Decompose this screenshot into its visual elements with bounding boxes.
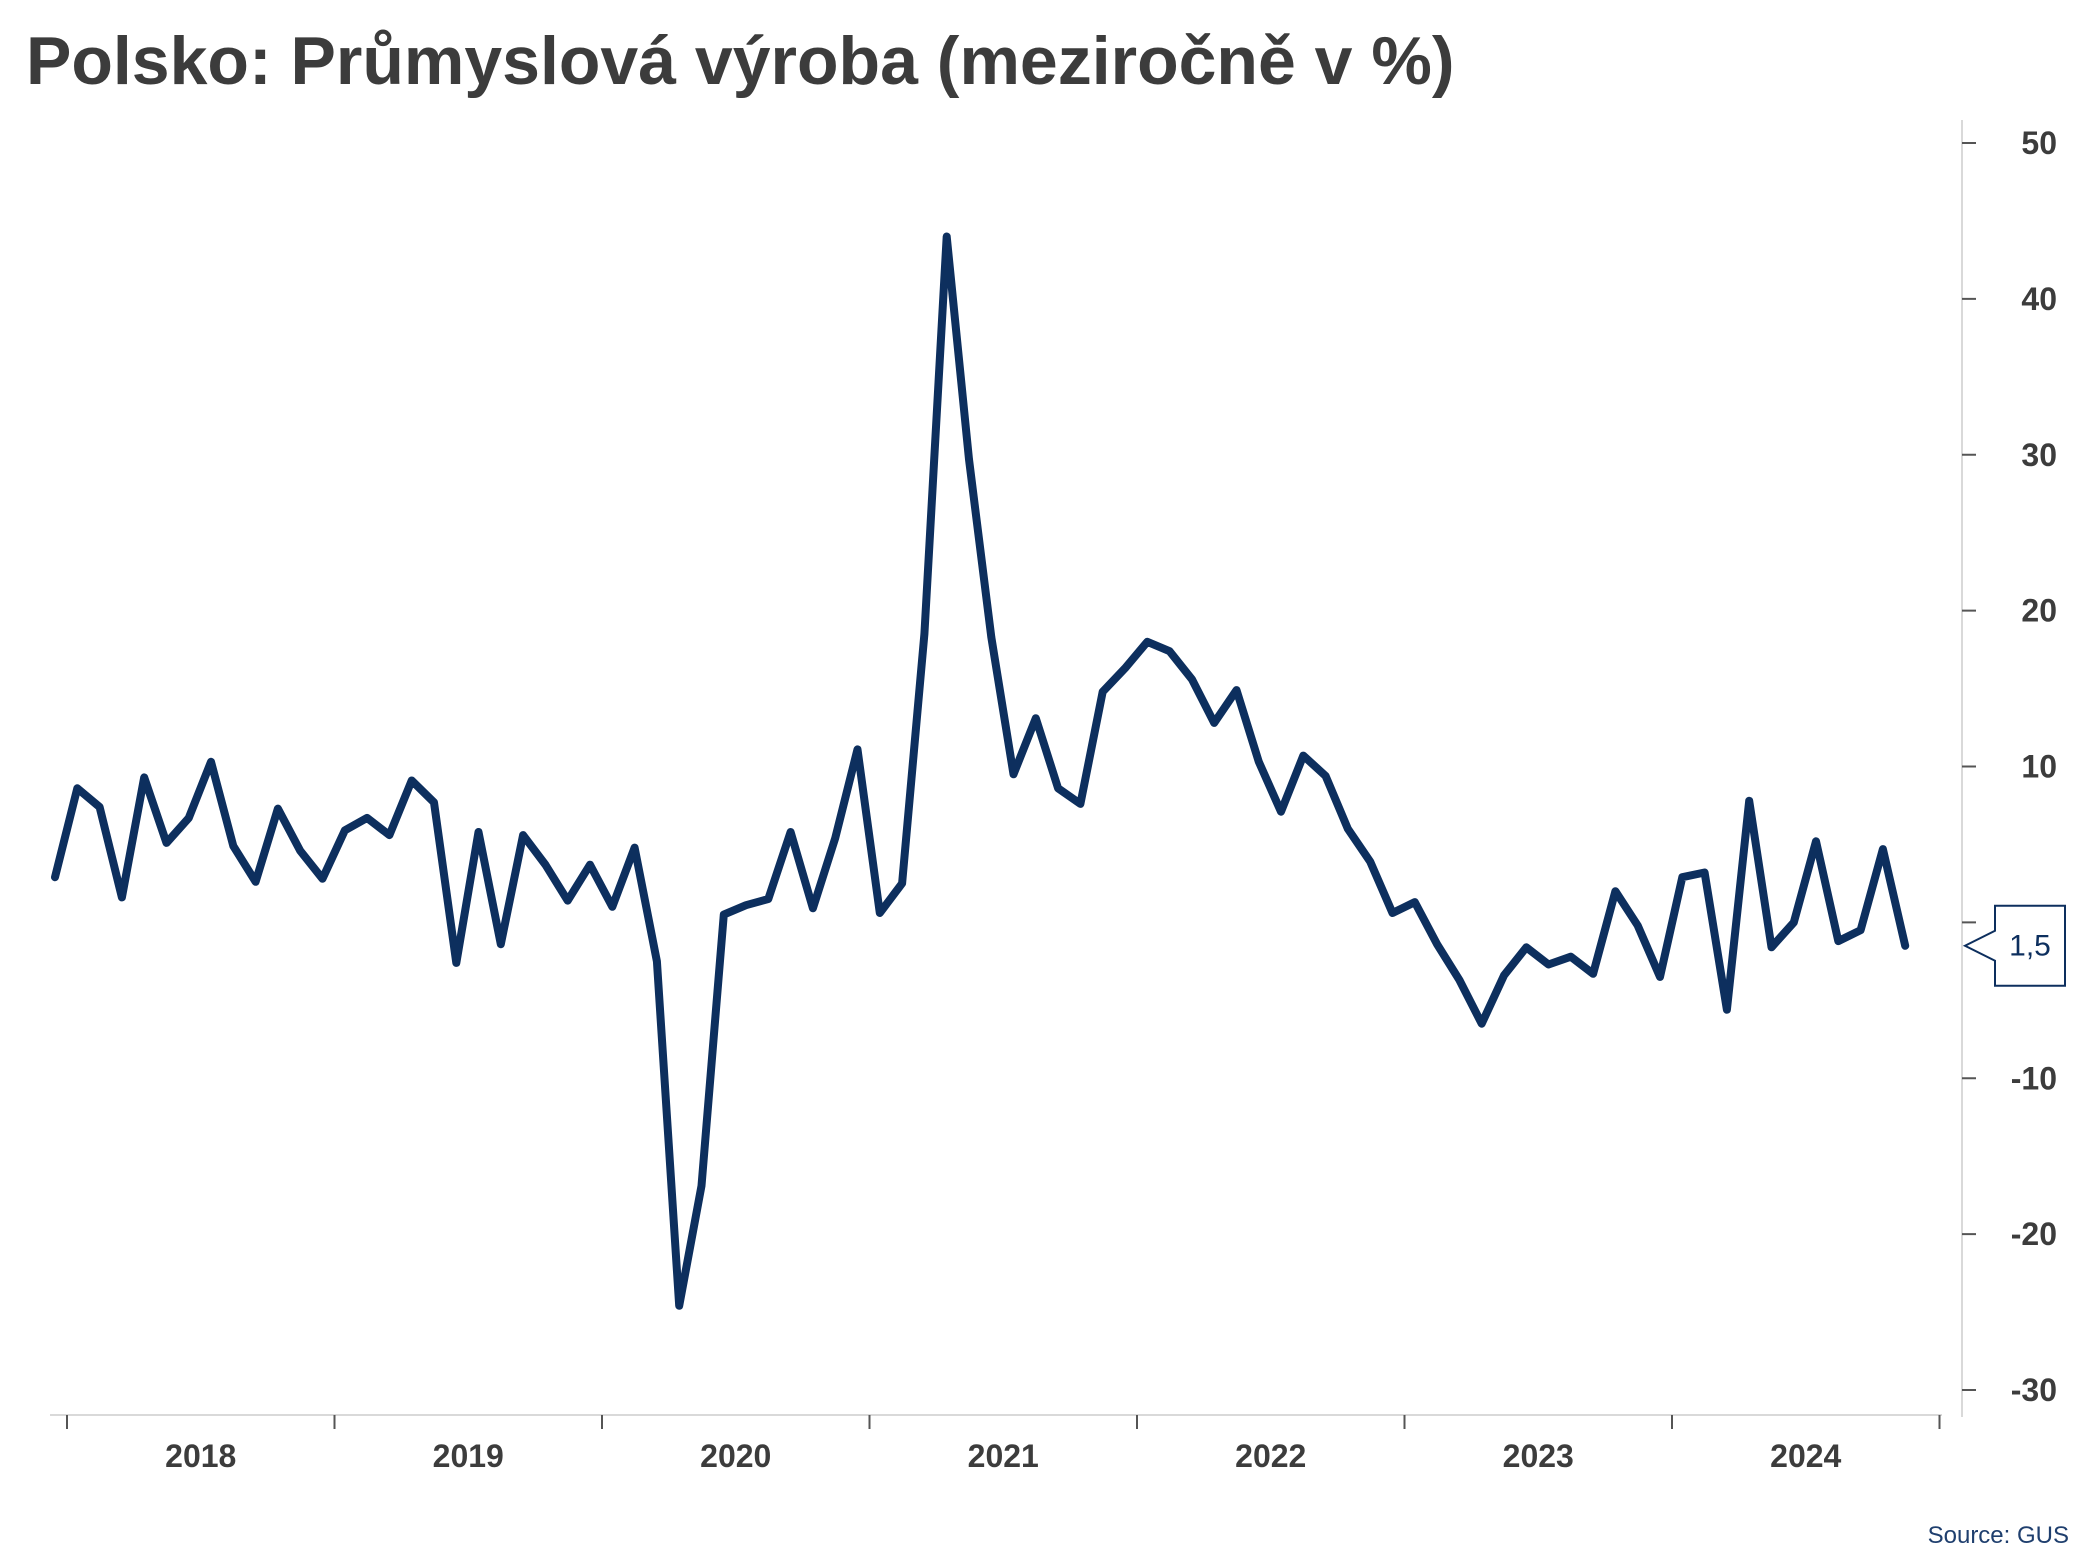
x-tick-label: 2023 [1503,1438,1574,1474]
y-tick-label: 10 [2021,749,2057,785]
y-tick-label: 20 [2021,593,2057,629]
last-value-callout: 1,5 [1962,904,2066,987]
y-tick-label: -20 [2011,1216,2057,1252]
y-tick-label: 40 [2021,281,2057,317]
y-tick-label: -30 [2011,1372,2057,1408]
x-tick-label: 2020 [700,1438,771,1474]
series-line [51,232,1910,1310]
x-axis: 2018 2019 2020 2021 2022 2023 2024 [50,1414,1942,1474]
x-tick-label: 2019 [433,1438,504,1474]
y-tick-label: 50 [2021,125,2057,161]
chart-title: Polsko: Průmyslová výroba (meziročně v %… [26,23,1455,99]
last-value-label: 1,5 [2009,929,2051,962]
source-note: Source: GUS [1927,1522,2069,1549]
series-layer [51,232,1910,1310]
x-tick-label: 2024 [1770,1438,1841,1474]
y-axis: 50 40 30 20 10 -10 -20 -30 [1961,120,2057,1417]
x-tick-label: 2021 [968,1438,1039,1474]
x-tick-label: 2022 [1235,1438,1306,1474]
callout-box [1962,904,2066,987]
x-tick-label: 2018 [165,1438,236,1474]
y-tick-label: 30 [2021,437,2057,473]
y-tick-label: -10 [2011,1060,2057,1096]
